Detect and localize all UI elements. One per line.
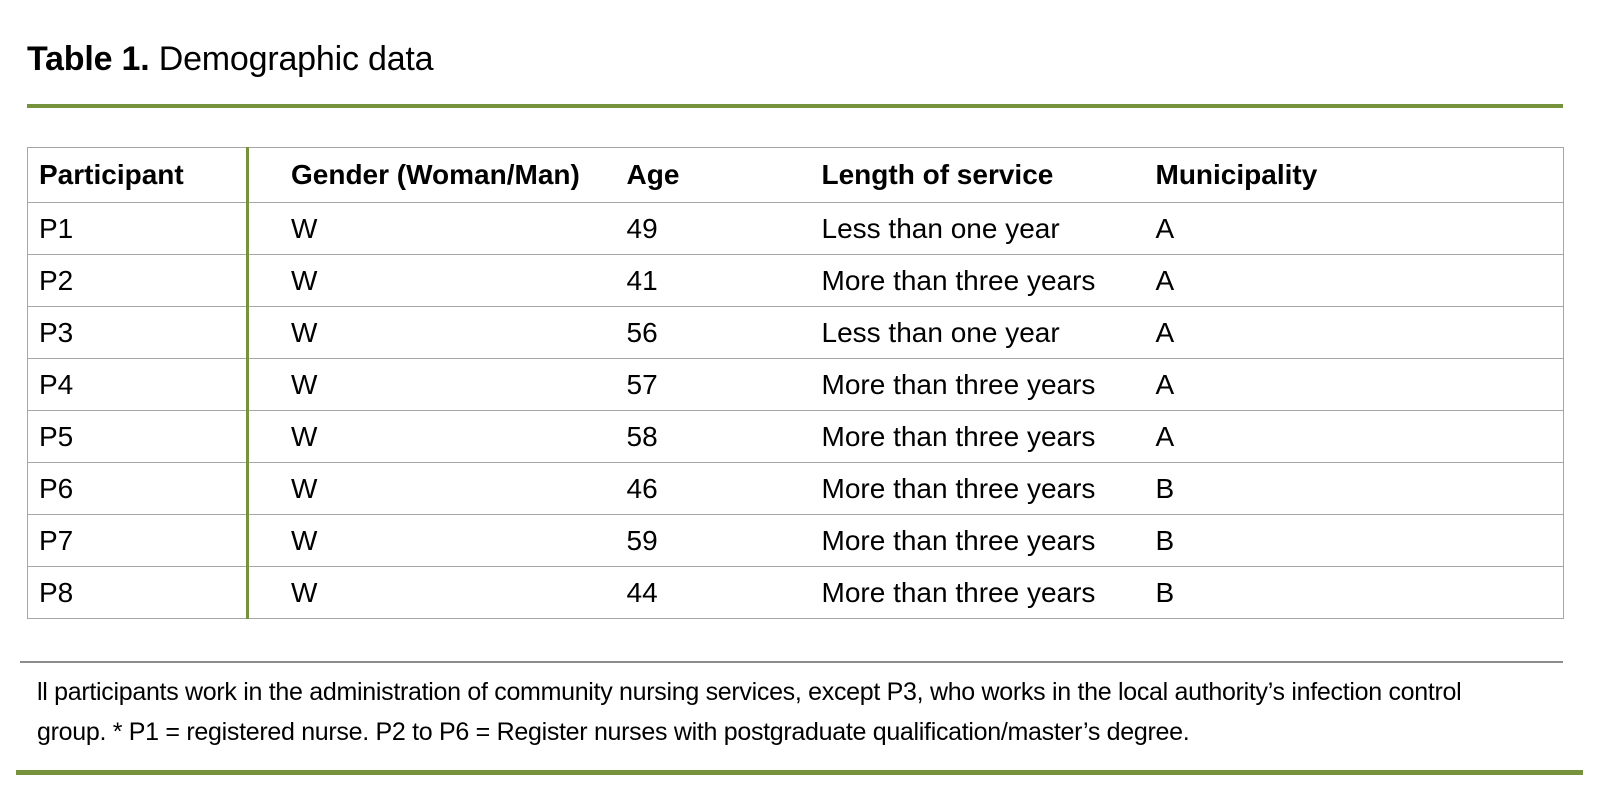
column-header-length-of-service: Length of service xyxy=(810,147,1141,203)
cell-length-of-service: More than three years xyxy=(810,462,1141,515)
cell-participant: P2 xyxy=(27,254,249,307)
cell-length-of-service: More than three years xyxy=(810,358,1141,411)
table-row: P5 W 58 More than three years A xyxy=(27,410,1564,463)
cell-participant: P3 xyxy=(27,306,249,359)
column-header-participant: Participant xyxy=(27,147,249,203)
footnote-divider-rule xyxy=(20,661,1563,663)
table-row: P3 W 56 Less than one year A xyxy=(27,306,1564,359)
footnote-line: group. * P1 = registered nurse. P2 to P6… xyxy=(37,718,1190,746)
column-header-municipality: Municipality xyxy=(1140,147,1564,203)
cell-gender: W xyxy=(247,358,618,411)
table-row: P4 W 57 More than three years A xyxy=(27,358,1564,411)
cell-municipality: A xyxy=(1140,358,1564,411)
cell-gender: W xyxy=(247,514,618,567)
cell-gender: W xyxy=(247,462,618,515)
top-green-rule xyxy=(27,104,1563,108)
cell-length-of-service: More than three years xyxy=(810,410,1141,463)
cell-age: 59 xyxy=(617,514,811,567)
cell-length-of-service: More than three years xyxy=(810,566,1141,619)
cell-participant: P5 xyxy=(27,410,249,463)
cell-age: 56 xyxy=(617,306,811,359)
cell-age: 57 xyxy=(617,358,811,411)
bottom-green-rule xyxy=(16,770,1583,775)
table-row: P2 W 41 More than three years A xyxy=(27,254,1564,307)
table-title-text: Demographic data xyxy=(149,40,434,78)
cell-gender: W xyxy=(247,410,618,463)
cell-participant: P8 xyxy=(27,566,249,619)
cell-participant: P4 xyxy=(27,358,249,411)
cell-length-of-service: Less than one year xyxy=(810,306,1141,359)
cell-length-of-service: More than three years xyxy=(810,514,1141,567)
footnote-line: ll participants work in the administrati… xyxy=(37,678,1462,706)
cell-age: 46 xyxy=(617,462,811,515)
cell-length-of-service: More than three years xyxy=(810,254,1141,307)
cell-municipality: A xyxy=(1140,254,1564,307)
cell-municipality: B xyxy=(1140,514,1564,567)
cell-participant: P7 xyxy=(27,514,249,567)
cell-municipality: B xyxy=(1140,566,1564,619)
cell-municipality: A xyxy=(1140,306,1564,359)
cell-length-of-service: Less than one year xyxy=(810,202,1141,255)
cell-age: 58 xyxy=(617,410,811,463)
table-row: P6 W 46 More than three years B xyxy=(27,462,1564,515)
cell-gender: W xyxy=(247,202,618,255)
cell-age: 44 xyxy=(617,566,811,619)
cell-gender: W xyxy=(247,566,618,619)
column-header-age: Age xyxy=(617,147,811,203)
table-row: P8 W 44 More than three years B xyxy=(27,566,1564,619)
cell-municipality: B xyxy=(1140,462,1564,515)
cell-participant: P6 xyxy=(27,462,249,515)
cell-age: 49 xyxy=(617,202,811,255)
cell-participant: P1 xyxy=(27,202,249,255)
column-header-gender: Gender (Woman/Man) xyxy=(247,147,618,203)
cell-gender: W xyxy=(247,306,618,359)
table-header: Participant Gender (Woman/Man) Age Lengt… xyxy=(27,147,1564,203)
table-title: Table 1. Demographic data xyxy=(27,40,434,79)
table-row: P7 W 59 More than three years B xyxy=(27,514,1564,567)
cell-municipality: A xyxy=(1140,202,1564,255)
table-row: P1 W 49 Less than one year A xyxy=(27,202,1564,255)
demographic-table: Participant Gender (Woman/Man) Age Lengt… xyxy=(27,147,1564,619)
cell-gender: W xyxy=(247,254,618,307)
table-body: P1 W 49 Less than one year A P2 W 41 Mor… xyxy=(27,202,1564,619)
cell-municipality: A xyxy=(1140,410,1564,463)
table-title-number: Table 1. xyxy=(27,40,150,78)
header-row: Participant Gender (Woman/Man) Age Lengt… xyxy=(27,147,1564,203)
table-footnote: ll participants work in the administrati… xyxy=(37,672,1462,752)
cell-age: 41 xyxy=(617,254,811,307)
